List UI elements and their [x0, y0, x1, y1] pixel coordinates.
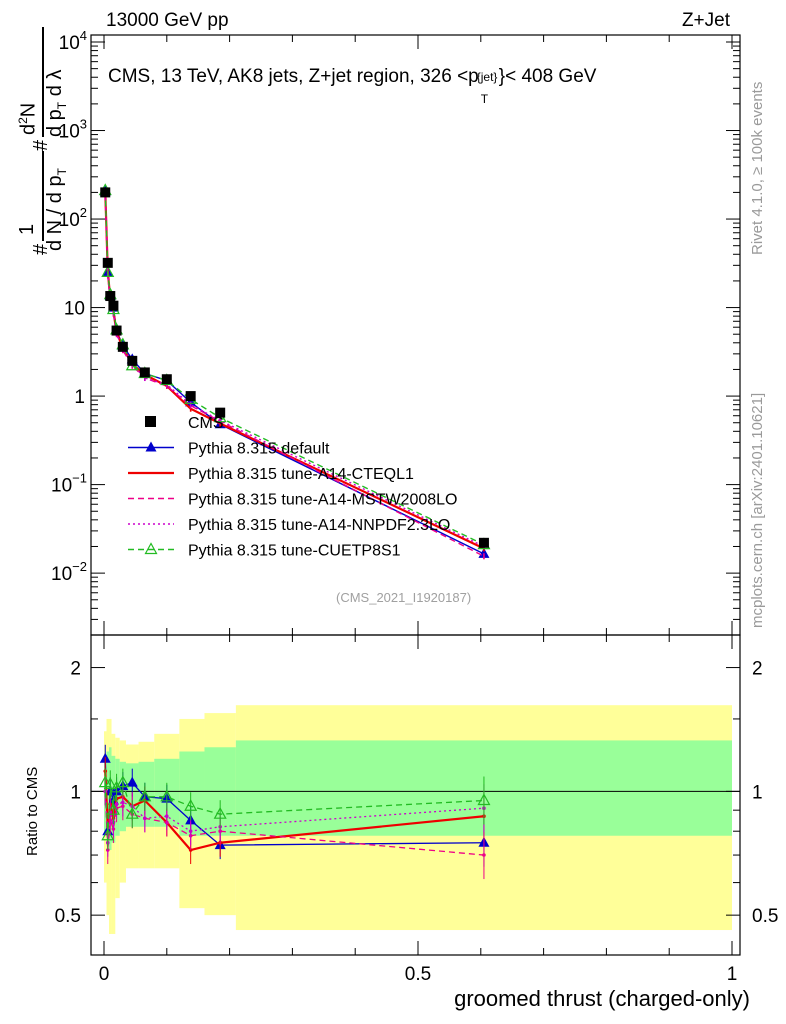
- ratio-tick-label-left: 0.5: [55, 906, 81, 927]
- panel-title: CMS, 13 TeV, AK8 jets, Z+jet region, 326…: [108, 66, 597, 106]
- legend-label-1: Pythia 8.315 default: [188, 441, 330, 458]
- ratio-point-4: [213, 806, 227, 819]
- y-tick-label: 103: [59, 117, 87, 143]
- data-point-0: [139, 367, 150, 378]
- legend-label-0: CMS: [188, 415, 224, 432]
- panel-title-sub: T: [480, 92, 489, 106]
- legend-label-3: Pythia 8.315 tune-A14-MSTW2008LO: [188, 492, 457, 509]
- data-point-0: [215, 407, 226, 418]
- ratio-point-0: [126, 776, 138, 787]
- ratio-point-4: [106, 802, 120, 815]
- rivet-version-label: Rivet 4.1.0, ≥ 100k events: [749, 81, 766, 255]
- ratio-point-4: [103, 777, 117, 789]
- data-point-0: [161, 374, 172, 385]
- header-left: 13000 GeV pp: [106, 10, 229, 31]
- data-point-0: [102, 257, 113, 268]
- ratio-tick-label-right: 0.5: [752, 906, 778, 927]
- data-point-0: [111, 325, 122, 336]
- ratio-point-3: [188, 829, 193, 834]
- data-point-0: [185, 391, 196, 402]
- data-point-0: [127, 355, 138, 366]
- legend-label-5: Pythia 8.315 tune-CUETP8S1: [188, 543, 401, 560]
- ratio-point-3: [165, 814, 169, 819]
- x-tick-label: 0: [99, 964, 110, 985]
- x-tick-label: 1: [727, 964, 738, 985]
- ratio-tick-label-right: 2: [752, 659, 763, 680]
- main-ylabel: # 1 d N / d pT # d2N d pT d λ: [16, 25, 90, 255]
- x-axis-label: groomed thrust (charged-only): [454, 986, 750, 1011]
- header-right: Z+Jet: [681, 10, 730, 31]
- y-tick-label: 10: [64, 299, 85, 320]
- ratio-point-4: [477, 793, 491, 806]
- y-tick-label: 102: [59, 205, 87, 231]
- ratio-point-4: [138, 789, 152, 802]
- ratio-point-3: [114, 802, 119, 807]
- panel-title-sup: {jet}: [476, 70, 498, 84]
- ylabel-fraction: # 1 d N / d pT # d2N d pT d λ: [16, 25, 84, 255]
- ratio-point-4: [184, 799, 198, 811]
- x-tick-label: 0.5: [405, 964, 431, 985]
- ratio-band-green: [106, 751, 110, 843]
- ratio-point-4: [160, 789, 174, 802]
- data-point-0: [108, 300, 119, 311]
- ratio-point-1: [188, 848, 193, 852]
- ratio-point-3: [143, 816, 147, 821]
- analysis-watermark: (CMS_2021_I1920187): [336, 590, 472, 605]
- ratio-tick-label-right: 1: [752, 782, 763, 803]
- ratio-point-2: [482, 853, 486, 857]
- ratio-point-3: [121, 800, 125, 805]
- ratio-point-4: [125, 806, 139, 819]
- legend-marker-cms: [145, 416, 156, 427]
- data-point-0: [100, 187, 111, 198]
- panel-title-main: CMS, 13 TeV, AK8 jets, Z+jet region, 326…: [108, 66, 479, 87]
- data-point-0: [478, 537, 489, 548]
- legend-marker-5: [144, 542, 158, 555]
- ratio-ylabel: Ratio to CMS: [24, 766, 41, 856]
- panel-title-end: }< 408 GeV: [498, 66, 597, 87]
- ratio-tick-label-left: 1: [70, 782, 81, 803]
- y-tick-label: 10−1: [51, 471, 87, 497]
- legend-marker-1: [145, 441, 157, 452]
- data-point-5: [101, 265, 115, 277]
- y-tick-label: 10−2: [51, 559, 87, 585]
- ratio-point-4: [101, 828, 115, 841]
- ratio-tick-label-left: 2: [70, 659, 81, 680]
- ratio-point-4: [116, 775, 130, 788]
- mcplots-label: mcplots.cern.ch [arXiv:2401.10621]: [749, 392, 766, 628]
- y-tick-label: 104: [59, 28, 87, 54]
- data-point-0: [105, 291, 116, 302]
- data-point-0: [117, 341, 128, 352]
- y-tick-label: 1: [74, 387, 85, 408]
- legend-label-2: Pythia 8.315 tune-A14-CTEQL1: [188, 466, 414, 483]
- ratio-plot-frame: [90, 634, 741, 956]
- legend-label-4: Pythia 8.315 tune-A14-NNPDF2.3LO: [188, 517, 450, 534]
